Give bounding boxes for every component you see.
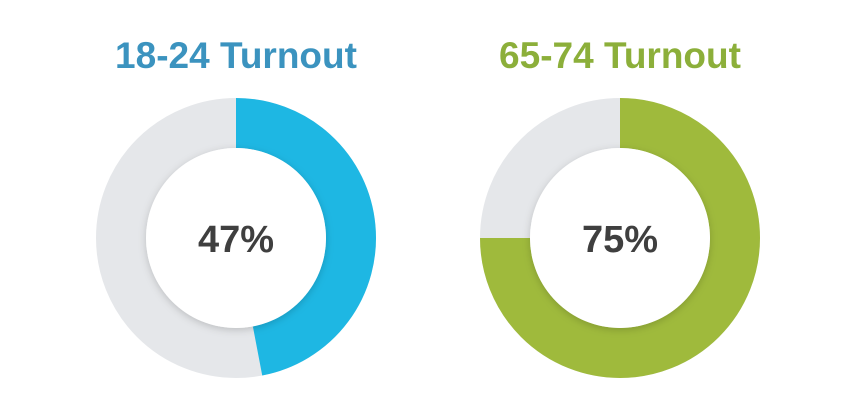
donut-hole: [146, 148, 326, 328]
value-label: 47%: [198, 219, 274, 261]
chart-title: 18-24 Turnout: [115, 35, 357, 76]
donut-arc: [480, 98, 760, 378]
chart-title: 65-74 Turnout: [499, 35, 741, 76]
donut-arc: [235, 98, 376, 376]
value-label: 75%: [582, 219, 658, 261]
donut-hole: [530, 148, 710, 328]
